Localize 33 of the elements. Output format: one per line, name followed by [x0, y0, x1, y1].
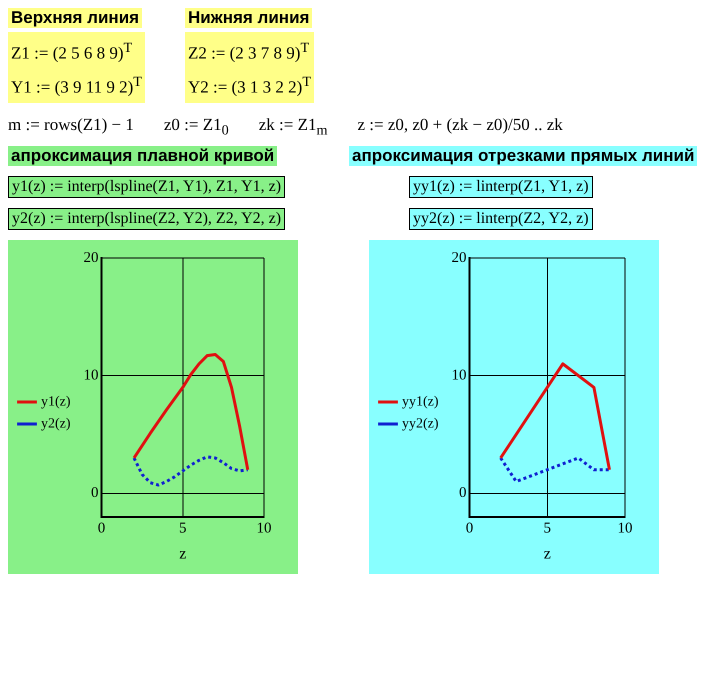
text: Z2 := (2 3 7 8 9)$^{T}$	[188, 39, 310, 65]
x-tick-label: 10	[256, 520, 272, 536]
legend-label: yy2(z)	[402, 416, 439, 432]
text: y2(z) := interp(lspline(Z2, Y2), Z2, Y2, z)	[8, 208, 286, 230]
text: zk := Z1$_{m}$	[258, 115, 328, 140]
text: Z1 := (2 5 6 8 9)$^{T}$	[11, 39, 134, 65]
y-tick-label: 20	[452, 250, 467, 266]
legend-label: y1(z)	[41, 394, 71, 410]
y-tick-label: 0	[91, 484, 99, 501]
chart-title: апроксимация отрезками прямых линий	[349, 146, 698, 166]
y-tick-label: 10	[84, 367, 99, 384]
text: z := z0, z0 + (zk − z0)/50 .. zk	[357, 115, 563, 136]
text: Y1 := (3 9 11 9 2)$^{T}$	[11, 72, 142, 98]
y-tick-label: 20	[84, 250, 99, 266]
x-tick-label: 5	[544, 520, 552, 536]
text: yy2(z) := linterp(Z2, Y2, z)	[409, 208, 593, 230]
text: m := rows(Z1) − 1	[8, 115, 134, 136]
text: Нижняя линия	[184, 8, 312, 28]
x-axis-title: z	[544, 545, 551, 562]
text: Верхняя линия	[8, 8, 142, 28]
text: y1(z) := interp(lspline(Z1, Y1), Z1, Y1, z)	[8, 176, 286, 198]
legend-label: yy1(z)	[402, 394, 439, 410]
line-series	[132, 455, 250, 486]
y-tick-label: 0	[459, 484, 467, 501]
text: Y2 := (3 1 3 2 2)$^{T}$	[188, 72, 312, 98]
y-tick-label: 10	[452, 367, 467, 384]
text: yy1(z) := linterp(Z1, Y1, z)	[409, 176, 593, 198]
legend-label: y2(z)	[41, 416, 71, 432]
x-tick-label: 5	[179, 520, 187, 536]
x-tick-label: 10	[618, 520, 633, 536]
text: z0 := Z1$_{0}$	[164, 115, 229, 140]
chart-title: апроксимация плавной кривой	[8, 146, 278, 166]
x-axis-title: z	[179, 545, 186, 562]
